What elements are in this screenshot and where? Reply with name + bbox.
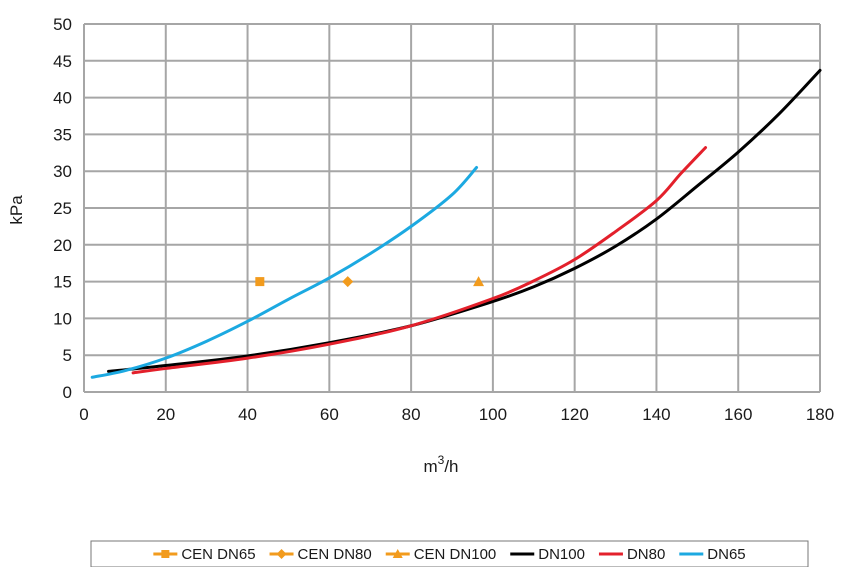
legend-label: DN65 (707, 546, 745, 563)
x-tick-label: 140 (642, 405, 670, 424)
y-axis-title: kPa (7, 195, 26, 225)
x-tick-label: 120 (560, 405, 588, 424)
legend-label: DN100 (538, 546, 585, 563)
legend-swatch-marker (161, 550, 170, 558)
x-tick-label: 40 (238, 405, 257, 424)
y-tick-label: 10 (53, 309, 72, 328)
x-tick-label: 20 (156, 405, 175, 424)
series-layer (90, 68, 822, 379)
y-tick-label: 20 (53, 236, 72, 255)
x-tick-label: 80 (402, 405, 421, 424)
data-point-cen-dn80 (342, 276, 354, 288)
grid (83, 23, 821, 393)
x-tick-label: 160 (724, 405, 752, 424)
legend-swatch-marker (276, 549, 287, 559)
x-tick-label: 60 (320, 405, 339, 424)
x-tick-label: 180 (806, 405, 834, 424)
x-axis-title-base: m (423, 457, 437, 476)
legend-swatch-marker (392, 549, 403, 558)
series-line-dn65 (90, 166, 479, 379)
x-tick-label: 0 (79, 405, 88, 424)
series-line-dn80 (131, 146, 708, 375)
legend: CEN DN65 CEN DN80 CEN DN100 DN100 DN80 DN65 (90, 540, 809, 567)
y-tick-label: 45 (53, 52, 72, 71)
y-tick-label: 25 (53, 199, 72, 218)
data-point-cen-dn65 (255, 277, 265, 287)
y-tick-label: 0 (63, 383, 72, 402)
data-point-cen-dn100 (473, 276, 485, 287)
y-tick-label: 30 (53, 162, 72, 181)
x-tick-label: 100 (479, 405, 507, 424)
legend-item-dn80: DN80 (598, 546, 665, 563)
legend-label: CEN DN80 (298, 546, 372, 563)
legend-item-dn100: DN100 (510, 546, 585, 563)
y-tick-label: 35 (53, 125, 72, 144)
legend-item-cen-dn65: CEN DN65 (153, 546, 256, 563)
legend-item-cen-dn80: CEN DN80 (269, 546, 372, 563)
series-line-dn100 (107, 68, 822, 373)
legend-label: CEN DN65 (181, 546, 255, 563)
y-tick-label: 40 (53, 89, 72, 108)
tick-labels: 0 20 40 60 80 100 120 140 160 180 0 5 10 15 20 25 30 35 40… (53, 15, 834, 424)
y-tick-label: 50 (53, 15, 72, 34)
y-tick-label: 15 (53, 273, 72, 292)
legend-label: DN80 (627, 546, 665, 563)
legend-label: CEN DN100 (414, 546, 497, 563)
legend-item-cen-dn100: CEN DN100 (385, 546, 497, 563)
x-axis-title-superscript: 3 (438, 453, 445, 467)
x-axis-title: m3/h (423, 453, 458, 476)
legend-item-dn65: DN65 (679, 546, 746, 563)
x-axis-title-suffix: /h (444, 457, 458, 476)
y-tick-label: 5 (63, 346, 72, 365)
